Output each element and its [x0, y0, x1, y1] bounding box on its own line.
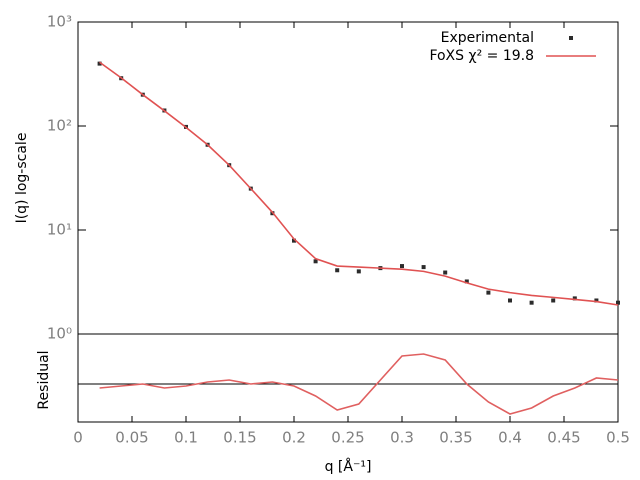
- data-point: [356, 269, 361, 274]
- y-axis-label: I(q) log-scale: [14, 133, 30, 224]
- x-tick-label: 0.4: [498, 429, 522, 447]
- legend-label: Experimental: [441, 30, 534, 46]
- x-tick-label: 0.2: [282, 429, 306, 447]
- data-point: [421, 265, 426, 270]
- legend-label: FoXS χ² = 19.8: [429, 48, 534, 64]
- top-frame: [77, 21, 619, 335]
- y-tick-label: 10⁰: [47, 325, 72, 343]
- data-point: [529, 300, 534, 305]
- data-point: [616, 300, 620, 305]
- x-tick-label: 0.5: [606, 429, 630, 447]
- x-tick-label: 0.3: [390, 429, 414, 447]
- legend-marker: [569, 36, 573, 40]
- x-tick-label: 0.35: [439, 429, 472, 447]
- y-tick-label: 10²: [47, 117, 72, 135]
- x-tick-label: 0.25: [331, 429, 364, 447]
- data-point: [335, 268, 340, 273]
- x-tick-label: 0.05: [115, 429, 148, 447]
- bottom-frame: [77, 333, 619, 423]
- series-line: [99, 61, 619, 306]
- x-tick-label: 0.15: [223, 429, 256, 447]
- x-tick-label: 0.45: [547, 429, 580, 447]
- x-axis-label: q [Å⁻¹]: [325, 458, 372, 475]
- data-point: [292, 238, 296, 243]
- data-point: [572, 296, 577, 301]
- data-point: [464, 279, 469, 284]
- data-point: [400, 264, 404, 269]
- data-point: [508, 298, 512, 303]
- y-tick-label: 10¹: [47, 221, 72, 239]
- data-point: [443, 270, 448, 275]
- data-point: [97, 61, 102, 66]
- residual-axis-label: Residual: [36, 350, 52, 409]
- data-point: [594, 298, 599, 303]
- series-line: [99, 353, 619, 415]
- data-point: [551, 298, 556, 303]
- x-tick-label: 0.1: [174, 429, 198, 447]
- y-tick-label: 10³: [47, 13, 72, 31]
- x-tick-label: 0: [73, 429, 83, 447]
- data-point: [313, 259, 318, 264]
- data-point: [486, 290, 491, 295]
